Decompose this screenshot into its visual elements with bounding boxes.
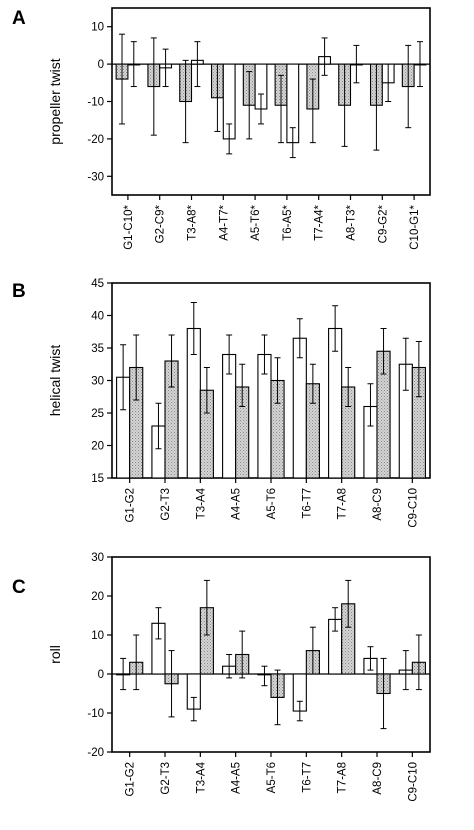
panel-letter-b: B — [12, 281, 26, 302]
panel-b: B 45 40 35 30 25 20 15 helical twist G1-G2 G2-T3 T3… — [12, 278, 431, 528]
y-tick-label-b: 15 — [91, 473, 104, 485]
category-label-a-6: T7-A4* — [314, 204, 326, 240]
y-axis-title-b: helical twist — [47, 345, 63, 417]
y-tick-label-b: 35 — [91, 343, 104, 355]
category-label-a-8: C9-G2* — [377, 204, 389, 243]
category-label-b-0: G1-G2 — [125, 488, 137, 523]
panel-a: A 10 0 -10 -20 -30 propeller twist G1-C10* G2-C9… — [12, 7, 431, 250]
category-label-a-7: A8-T3* — [346, 204, 358, 240]
y-tick-label-a: 0 — [98, 59, 104, 71]
category-label-c-4: A5-T6 — [266, 762, 278, 793]
category-label-b-3: A4-A5 — [231, 488, 243, 520]
panel-letter-a: A — [12, 8, 26, 29]
category-label-a-4: A5-T6* — [250, 204, 262, 240]
category-label-c-2: T3-A4 — [195, 761, 207, 793]
y-tick-label-c: -20 — [87, 747, 104, 759]
category-label-c-6: T7-A8 — [337, 762, 349, 793]
category-label-b-6: T7-A8 — [337, 488, 349, 519]
category-label-b-8: C9-C10 — [407, 488, 419, 528]
y-tick-label-a: -20 — [87, 134, 104, 146]
category-label-c-0: G1-G2 — [125, 762, 137, 797]
category-label-a-9: C10-G1* — [409, 204, 421, 249]
y-tick-label-b: 30 — [91, 376, 104, 388]
y-tick-label-b: 20 — [91, 441, 104, 453]
category-label-c-7: A8-C9 — [372, 762, 384, 795]
y-tick-label-c: 30 — [91, 552, 104, 564]
category-label-a-1: G2-C9* — [155, 204, 167, 243]
panel-c: C 30 20 10 0 -10 -20 roll G1-G2 G2-T3 T3-A4 A4-A5 A5… — [12, 552, 431, 802]
y-tick-label-c: -10 — [87, 708, 104, 720]
y-tick-label-a: -10 — [87, 97, 104, 109]
category-label-b-4: A5-T6 — [266, 488, 278, 519]
category-label-a-2: T3-A8* — [187, 204, 199, 240]
category-label-b-5: T6-T7 — [301, 488, 313, 519]
y-tick-label-c: 0 — [98, 669, 104, 681]
category-label-c-5: T6-T7 — [301, 762, 313, 793]
y-tick-label-a: -30 — [87, 171, 104, 183]
y-axis-title-c: roll — [47, 645, 63, 664]
category-label-c-3: A4-A5 — [231, 762, 243, 794]
category-label-a-3: A4-T7* — [218, 204, 230, 240]
y-tick-label-c: 20 — [91, 591, 104, 603]
y-axis-title-a: propeller twist — [47, 58, 63, 144]
y-tick-label-b: 40 — [91, 311, 104, 323]
category-label-a-5: T6-A5* — [282, 204, 294, 240]
panel-letter-c: C — [12, 577, 26, 598]
bar-b-open-5 — [292, 337, 307, 479]
category-label-c-1: G2-T3 — [160, 762, 172, 795]
y-tick-label-a: 10 — [91, 22, 104, 34]
category-label-b-1: G2-T3 — [160, 488, 172, 521]
y-tick-label-b: 25 — [91, 408, 104, 420]
category-label-b-2: T3-A4 — [195, 487, 207, 519]
y-tick-label-b: 45 — [91, 278, 104, 290]
category-label-a-0: G1-C10* — [123, 204, 135, 249]
category-label-c-8: C9-C10 — [407, 762, 419, 802]
category-label-b-7: A8-C9 — [372, 488, 384, 521]
y-tick-label-c: 10 — [91, 630, 104, 642]
